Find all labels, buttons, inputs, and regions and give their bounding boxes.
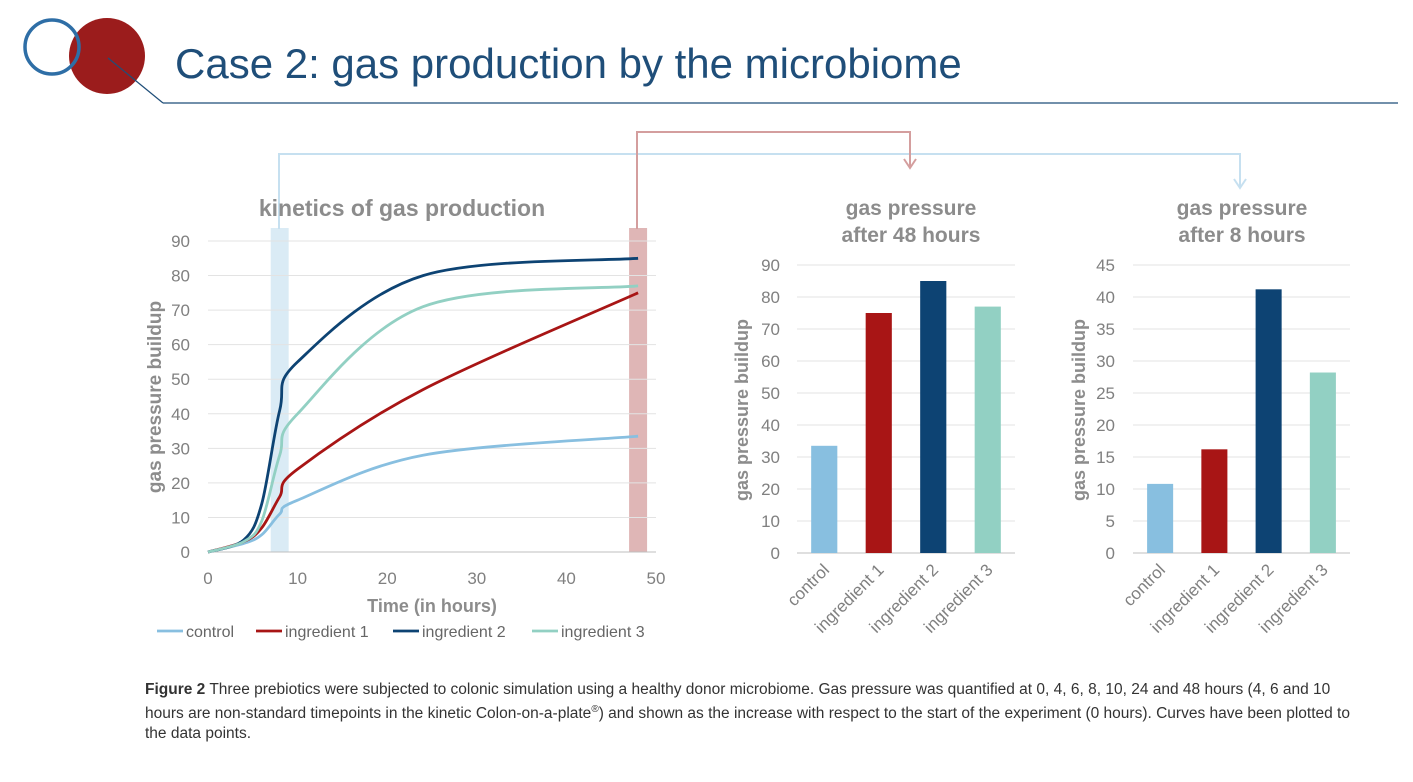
kinetics-line-chart: 0 10 20 30 40 50 60 70 80 90 0 10 20 30 40 50 kinetics…	[145, 195, 665, 641]
bar48-bar-ingredient-2	[920, 281, 947, 553]
arrow-48h-head-icon	[903, 158, 917, 170]
bar8-bar-ingredient-2	[1255, 289, 1282, 553]
legend-item-ingredient-2: ingredient 2	[393, 624, 506, 641]
bar48-ytick-label: 70	[761, 320, 780, 339]
bar48-title-line1: gas pressure	[846, 197, 977, 220]
logo-blue-circle	[23, 18, 81, 76]
arrow-8h-head-icon	[1233, 178, 1247, 190]
line-chart-ytick-label: 90	[171, 232, 190, 251]
bar48-ytick-label: 60	[761, 352, 780, 371]
legend-label: ingredient 3	[561, 624, 645, 641]
figure-caption: Figure 2 Three prebiotics were subjected…	[145, 680, 1360, 744]
line-chart-xtick-label: 20	[378, 569, 397, 588]
line-chart-xlabel: Time (in hours)	[367, 596, 497, 616]
bar8-ytick-label: 15	[1096, 448, 1115, 467]
bar8-ytick-label: 30	[1096, 352, 1115, 371]
bar8-ytick-label: 5	[1106, 512, 1115, 531]
line-chart-xtick-label: 40	[557, 569, 576, 588]
bar48-bar-ingredient-1	[865, 313, 892, 553]
bar48-bar-ingredient-3	[974, 306, 1001, 553]
bar8-title-line1: gas pressure	[1177, 197, 1308, 220]
bar48-ytick-label: 10	[761, 512, 780, 531]
caption-registered-mark: ®	[591, 704, 599, 715]
bar-chart-8h: gas pressure after 8 hours gas pressure …	[1069, 197, 1350, 637]
line-chart-legend: control ingredient 1 ingredient 2 ingredien…	[157, 624, 645, 641]
bar48-ytick-label: 20	[761, 480, 780, 499]
bar48-ytick-label: 30	[761, 448, 780, 467]
legend-item-control: control	[157, 624, 234, 641]
bar8-bar-ingredient-3	[1309, 372, 1336, 553]
legend-label: control	[186, 624, 234, 641]
bar48-ytick-label: 40	[761, 416, 780, 435]
connector-arrows	[278, 131, 1247, 229]
bar8-ytick-label: 25	[1096, 384, 1115, 403]
line-chart-ylabel: gas pressure buildup	[145, 301, 166, 493]
bar8-ytick-label: 40	[1096, 288, 1115, 307]
line-chart-xtick-label: 30	[467, 569, 486, 588]
highlight-band-48h	[629, 228, 648, 552]
bar8-ylabel: gas pressure buildup	[1069, 319, 1089, 501]
arrow-48h-connector	[636, 131, 911, 229]
bar48-ytick-label: 90	[761, 256, 780, 275]
page-title: Case 2: gas production by the microbiome	[175, 40, 962, 87]
bar8-category-label: control	[1119, 560, 1169, 610]
legend-label: ingredient 1	[285, 624, 369, 641]
bar48-ytick-label: 50	[761, 384, 780, 403]
line-chart-ytick-label: 70	[171, 301, 190, 320]
line-chart-xtick-label: 10	[288, 569, 307, 588]
bar8-ytick-label: 0	[1106, 544, 1115, 563]
series-line-ingredient-2	[207, 256, 639, 554]
highlight-band-8h	[270, 228, 289, 552]
bar48-ytick-label: 0	[771, 544, 780, 563]
bar48-ylabel: gas pressure buildup	[732, 319, 752, 501]
line-chart-ytick-label: 50	[171, 370, 190, 389]
line-chart-xtick-label: 50	[647, 569, 666, 588]
line-chart-ytick-label: 30	[171, 439, 190, 458]
legend-item-ingredient-1: ingredient 1	[256, 624, 369, 641]
line-chart-ytick-label: 20	[171, 474, 190, 493]
bar8-ytick-label: 20	[1096, 416, 1115, 435]
arrow-8h-connector	[278, 153, 1241, 229]
series-line-control	[207, 434, 639, 554]
line-chart-ytick-label: 0	[181, 543, 190, 562]
bar48-ytick-label: 80	[761, 288, 780, 307]
caption-label: Figure 2	[145, 681, 206, 698]
bar48-category-label: control	[784, 560, 834, 610]
bar8-bar-ingredient-1	[1201, 449, 1228, 553]
bar-chart-48h: gas pressure after 48 hours gas pressure…	[732, 197, 1015, 637]
title-underline-diagonal	[107, 57, 164, 104]
line-chart-ytick-label: 40	[171, 405, 190, 424]
bar8-bar-control	[1147, 483, 1174, 553]
logo-red-circle	[69, 18, 145, 94]
series-line-ingredient-3	[207, 284, 639, 554]
line-chart-ytick-label: 10	[171, 508, 190, 527]
legend-item-ingredient-3: ingredient 3	[532, 624, 645, 641]
logo	[23, 18, 164, 104]
caption-text-part2: ) and shown as the increase with respect…	[145, 705, 1350, 743]
legend-label: ingredient 2	[422, 624, 506, 641]
caption-text-part1: Three prebiotics were subjected to colon…	[145, 681, 1331, 723]
bar8-ytick-label: 45	[1096, 256, 1115, 275]
bar8-ytick-label: 10	[1096, 480, 1115, 499]
line-chart-title: kinetics of gas production	[259, 195, 545, 221]
bar48-title-line2: after 48 hours	[842, 224, 981, 247]
line-chart-xtick-label: 0	[203, 569, 212, 588]
line-chart-ytick-label: 60	[171, 336, 190, 355]
line-chart-ytick-label: 80	[171, 267, 190, 286]
bar48-bar-control	[811, 445, 838, 553]
bar8-ytick-label: 35	[1096, 320, 1115, 339]
bar8-title-line2: after 8 hours	[1178, 224, 1305, 247]
